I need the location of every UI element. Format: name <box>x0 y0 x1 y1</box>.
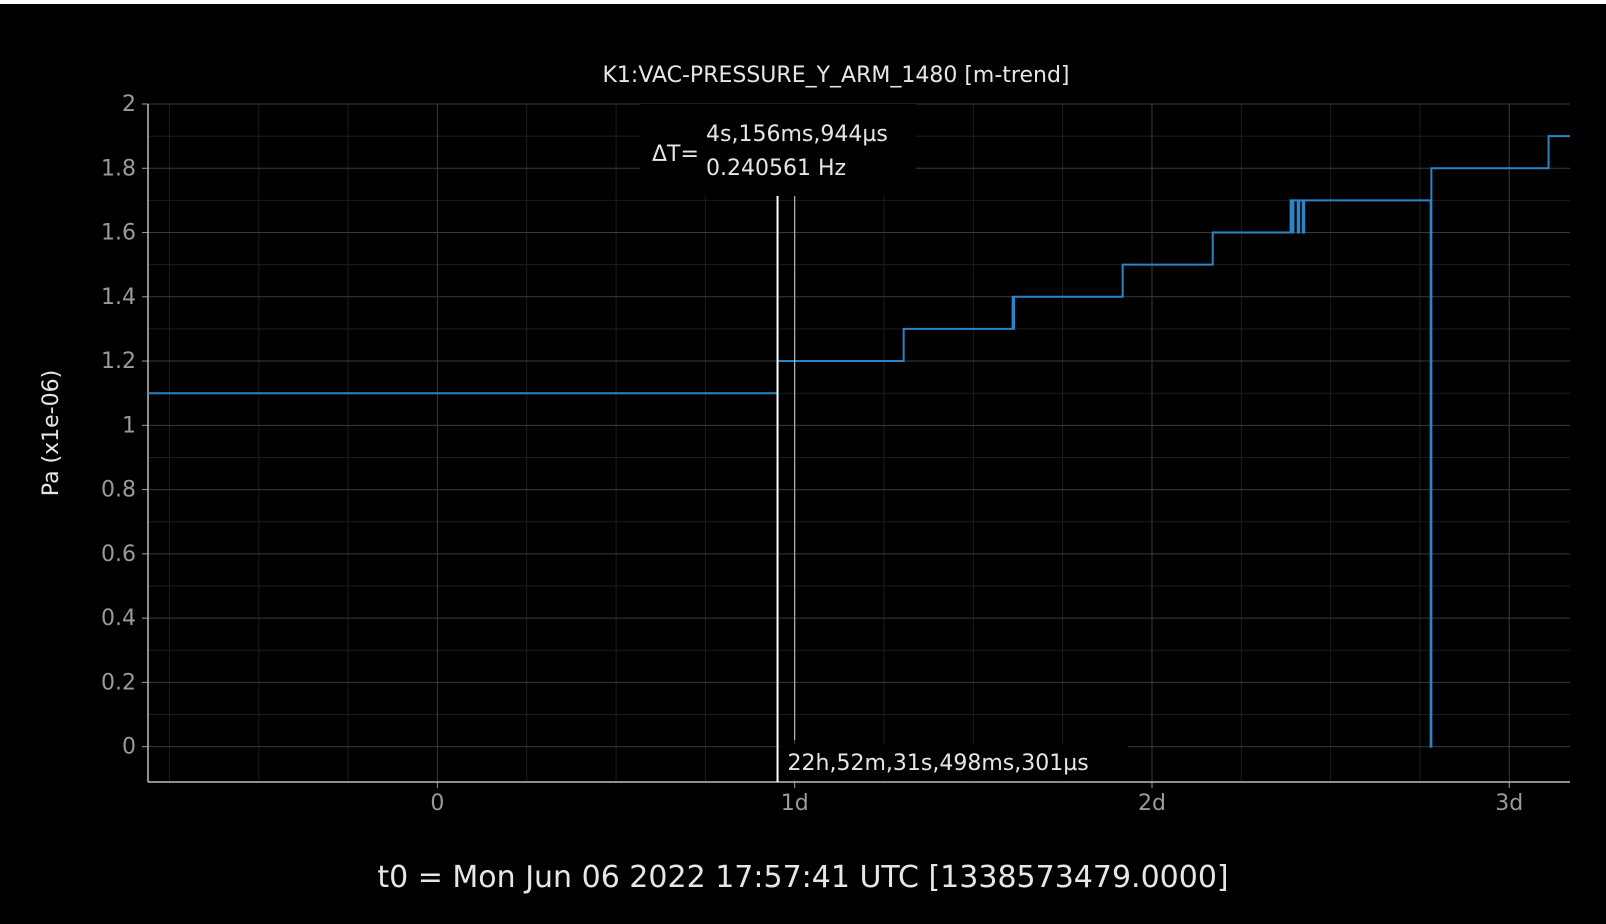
y-tick-labels: 0 0.2 0.4 0.6 0.8 1 1.2 1.4 1.6 1.8 2 <box>101 92 136 760</box>
cursor-time-label: 22h,52m,31s,498ms,301µs <box>788 751 1089 776</box>
x-tick-label: 1d <box>781 791 809 816</box>
cursor-group[interactable]: 22h,52m,31s,498ms,301µs ΔT= 4s,156ms,944µs… <box>640 104 1128 782</box>
trend-chart[interactable]: 0 0.2 0.4 0.6 0.8 1 1.2 1.4 1.6 1.8 2 0 1d 2d 3d 22h,… <box>0 4 1606 924</box>
delta-t-prefix: ΔT= <box>652 142 699 167</box>
axes <box>142 103 1570 788</box>
x-tick-labels: 0 1d 2d 3d <box>430 791 1523 816</box>
x-tick-label: 3d <box>1495 791 1523 816</box>
series-line <box>148 135 1570 748</box>
x-tick-label: 2d <box>1138 791 1166 816</box>
y-tick-label: 0.4 <box>101 606 136 631</box>
y-axis-label: Pa (x1e-06) <box>39 370 64 496</box>
cursor-label-box <box>779 744 1128 780</box>
t0-footer: t0 = Mon Jun 06 2022 17:57:41 UTC [13385… <box>377 860 1229 895</box>
chart-panel: 0 0.2 0.4 0.6 0.8 1 1.2 1.4 1.6 1.8 2 0 1d 2d 3d 22h,… <box>0 4 1606 924</box>
y-tick-label: 0.6 <box>101 542 136 567</box>
y-tick-label: 0.2 <box>101 670 136 695</box>
y-tick-label: 1.8 <box>101 156 136 181</box>
series-group <box>148 135 1570 748</box>
minor-gridlines <box>148 104 1570 782</box>
y-tick-label: 1.2 <box>101 349 136 374</box>
delta-readout-box <box>640 104 916 196</box>
x-tick-label: 0 <box>430 791 444 816</box>
delta-t-time: 4s,156ms,944µs <box>706 122 888 147</box>
delta-t-frequency: 0.240561 Hz <box>706 156 846 181</box>
y-tick-label: 0.8 <box>101 478 136 503</box>
y-tick-label: 0 <box>122 735 136 760</box>
major-gridlines <box>148 103 1570 782</box>
y-tick-label: 1.6 <box>101 221 136 246</box>
y-tick-label: 1 <box>122 413 136 438</box>
chart-title: K1:VAC-PRESSURE_Y_ARM_1480 [m-trend] <box>602 63 1069 88</box>
y-tick-label: 1.4 <box>101 285 136 310</box>
y-tick-label: 2 <box>122 92 136 117</box>
